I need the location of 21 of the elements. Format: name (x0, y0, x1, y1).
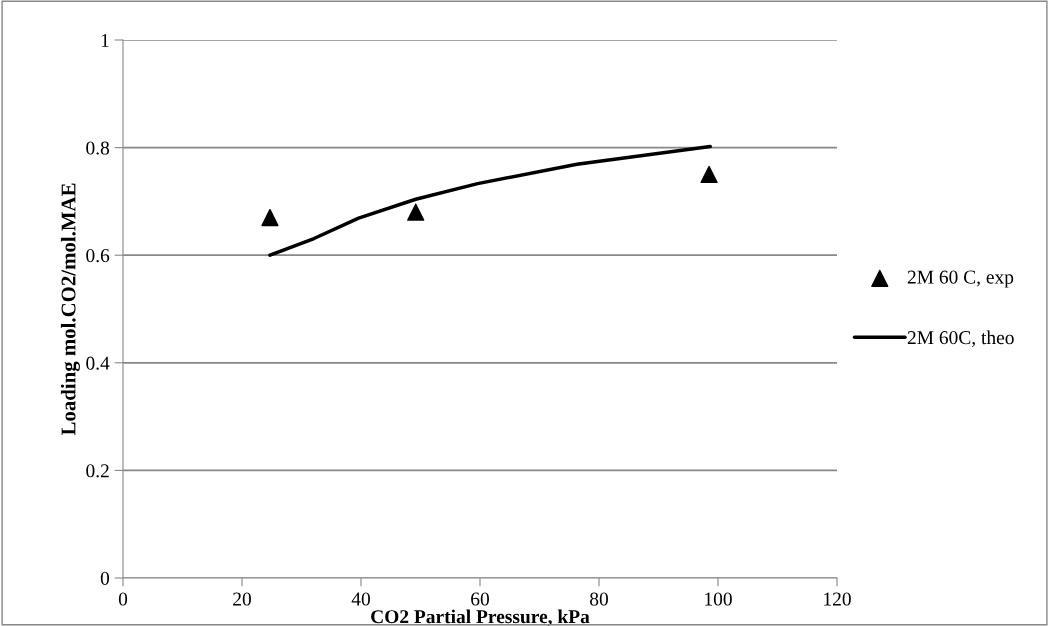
x-tick-label: 40 (351, 592, 370, 606)
x-tick-label: 60 (471, 592, 489, 606)
point (261, 208, 279, 227)
x-axis-title: CO2 Partial Pressure, kPa (371, 609, 590, 626)
x-tick-label: 80 (590, 592, 608, 606)
line-series (268, 144, 712, 257)
legend-label: 2M 60C, theo (907, 330, 1014, 347)
y-tick-label: 0.6 (86, 249, 110, 263)
y-axis-title: Loading mol.CO2/mol.MAE (60, 183, 80, 436)
y-tick-label: 0 (100, 571, 110, 585)
y-tick-label: 0.4 (86, 356, 110, 370)
point (700, 165, 718, 184)
x-tick-label: 20 (233, 592, 251, 606)
x-tick-label: 100 (705, 592, 732, 606)
y-tick-label: 0.8 (86, 141, 110, 155)
point (407, 203, 425, 221)
legend-label: 2M 60 C, exp (907, 270, 1014, 288)
x-tick-label: 0 (118, 592, 128, 606)
y-tick-label: 1 (101, 33, 109, 47)
y-tick-label: 0.2 (86, 464, 109, 478)
x-tick-label: 120 (824, 592, 851, 606)
